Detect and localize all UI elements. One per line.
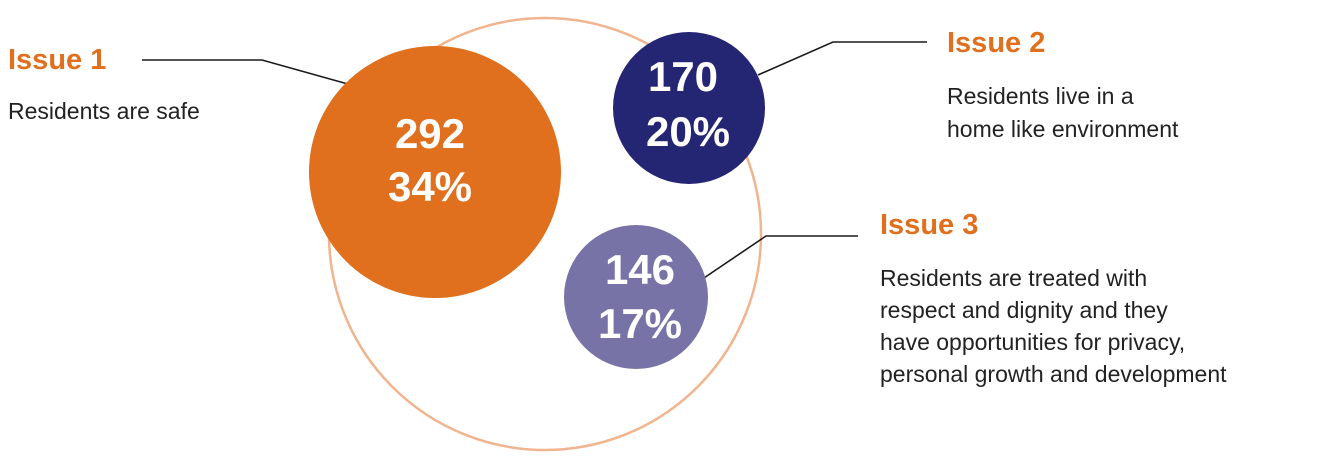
issue-3-description-line: have opportunities for privacy,	[880, 329, 1185, 355]
issue-1-leader-line	[142, 59, 356, 87]
issue-3-value: 146	[605, 246, 675, 293]
issue-1-percent: 34%	[388, 163, 472, 210]
issue-2-leader-line	[757, 41, 927, 76]
issue-2-circle	[613, 32, 765, 184]
issue-1-description-line: Residents are safe	[8, 98, 200, 124]
issue-1-title: Issue 1	[8, 44, 106, 76]
issue-2-description-line: Residents live in a	[947, 83, 1134, 109]
issue-3-title: Issue 3	[880, 209, 978, 241]
issue-2-description-line: home like environment	[947, 116, 1179, 142]
issue-3-description-line: personal growth and development	[880, 361, 1227, 387]
issue-3-description-line: respect and dignity and they	[880, 297, 1168, 323]
issue-2-title: Issue 2	[947, 27, 1045, 59]
issue-3-leader-line	[697, 235, 858, 283]
issue-3-description-line: Residents are treated with	[880, 265, 1147, 291]
issue-1-circle	[309, 46, 561, 298]
issue-3-percent: 17%	[598, 300, 682, 347]
issue-2-value: 170	[648, 53, 718, 100]
issue-1-value: 292	[395, 110, 465, 157]
issue-2-percent: 20%	[646, 108, 730, 155]
issue-3-circle	[564, 225, 708, 369]
